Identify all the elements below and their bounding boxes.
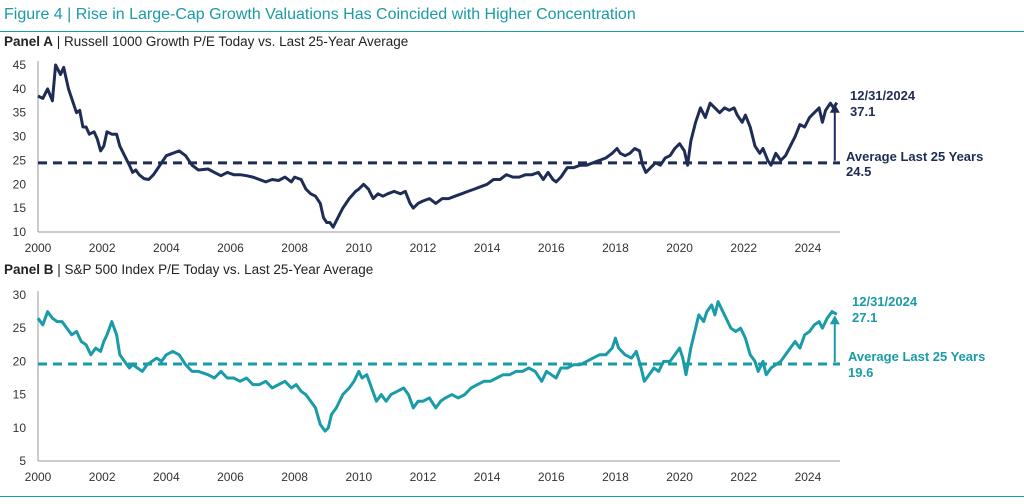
- x-tick-label: 2002: [89, 470, 116, 484]
- average-label: Average Last 25 Years: [846, 149, 983, 164]
- arrow-head-b: [829, 315, 840, 325]
- latest-date-label: 12/31/2024: [852, 294, 918, 309]
- x-tick-label: 2024: [795, 241, 822, 255]
- series-line-a: [37, 63, 839, 229]
- x-tick-label: 2018: [602, 241, 629, 255]
- x-tick-label: 2010: [345, 241, 372, 255]
- y-tick-label: 15: [13, 388, 27, 402]
- y-tick-label: 40: [13, 82, 27, 96]
- x-tick-label: 2020: [666, 470, 693, 484]
- y-tick-label: 30: [13, 130, 27, 144]
- x-tick-label: 2016: [538, 470, 565, 484]
- x-tick-label: 2024: [795, 470, 822, 484]
- panel-b-title: Panel B | S&P 500 Index P/E Today vs. La…: [4, 262, 373, 277]
- x-tick-label: 2022: [730, 470, 757, 484]
- latest-value-label: 37.1: [850, 104, 875, 119]
- y-tick-label: 10: [13, 421, 27, 435]
- x-tick-label: 2010: [345, 470, 372, 484]
- panel-a-title: Panel A | Russell 1000 Growth P/E Today …: [4, 34, 408, 49]
- panel-b-label: Panel B: [4, 262, 54, 277]
- average-label: Average Last 25 Years: [848, 349, 985, 364]
- x-tick-label: 2006: [217, 470, 244, 484]
- x-tick-label: 2022: [730, 241, 757, 255]
- title-rule: [0, 31, 1024, 32]
- x-tick-label: 2000: [25, 241, 52, 255]
- y-tick-label: 10: [13, 225, 27, 239]
- y-tick-label: 30: [13, 288, 27, 302]
- x-tick-label: 2020: [666, 241, 693, 255]
- y-tick-label: 20: [13, 177, 27, 191]
- x-tick-label: 2002: [89, 241, 116, 255]
- panel-a-label: Panel A: [4, 34, 54, 49]
- x-tick-label: 2012: [410, 470, 437, 484]
- x-tick-label: 2004: [153, 241, 180, 255]
- x-tick-label: 2008: [281, 470, 308, 484]
- x-tick-label: 2006: [217, 241, 244, 255]
- figure-title: Figure 4 | Rise in Large-Cap Growth Valu…: [4, 6, 636, 23]
- arrow-head-a: [829, 103, 840, 113]
- x-tick-label: 2008: [281, 241, 308, 255]
- bottom-rule: [0, 496, 1024, 497]
- panel-b-subtitle: | S&P 500 Index P/E Today vs. Last 25-Ye…: [53, 262, 374, 277]
- x-tick-label: 2004: [153, 470, 180, 484]
- latest-value-label: 27.1: [852, 310, 877, 325]
- average-value-label: 24.5: [846, 164, 871, 179]
- y-tick-label: 35: [13, 106, 27, 120]
- x-tick-label: 2018: [602, 470, 629, 484]
- panel-a-subtitle: | Russell 1000 Growth P/E Today vs. Last…: [53, 34, 409, 49]
- x-tick-label: 2000: [25, 470, 52, 484]
- x-tick-label: 2014: [474, 470, 501, 484]
- y-tick-label: 25: [13, 153, 27, 167]
- x-tick-label: 2016: [538, 241, 565, 255]
- x-tick-label: 2014: [474, 241, 501, 255]
- x-tick-label: 2012: [410, 241, 437, 255]
- y-tick-label: 45: [13, 58, 27, 72]
- y-tick-label: 5: [19, 454, 26, 468]
- y-tick-label: 25: [13, 321, 27, 335]
- average-value-label: 19.6: [848, 365, 873, 380]
- series-line-b: [36, 300, 838, 433]
- latest-date-label: 12/31/2024: [850, 88, 916, 103]
- y-tick-label: 20: [13, 354, 27, 368]
- y-tick-label: 15: [13, 201, 27, 215]
